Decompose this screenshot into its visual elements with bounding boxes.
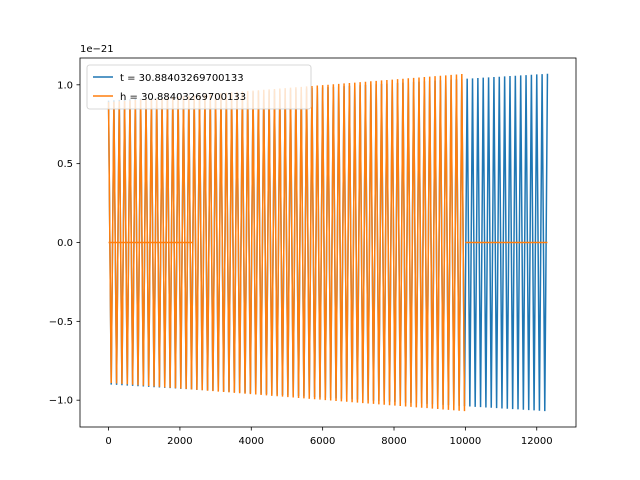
x-tick-label: 6000 (310, 436, 335, 447)
y-tick-label: −0.5 (49, 317, 73, 328)
x-tick-label: 8000 (381, 436, 406, 447)
legend-label-2: h = 30.88403269700133 (120, 92, 246, 103)
x-tick-label: 4000 (239, 436, 264, 447)
y-tick-label: −1.0 (49, 396, 73, 407)
legend: t = 30.88403269700133 h = 30.884032697001… (86, 64, 312, 110)
legend-box (86, 64, 312, 110)
y-tick-label: 0.0 (57, 238, 73, 249)
legend-label-1: t = 30.88403269700133 (120, 73, 244, 84)
y-tick-label: 0.5 (57, 159, 73, 170)
y-offset-label: 1e−21 (80, 44, 114, 55)
x-tick-label: 2000 (167, 436, 192, 447)
x-axis: 0 2000 4000 6000 8000 10000 12000 (105, 427, 553, 447)
x-tick-label: 10000 (449, 436, 481, 447)
plot-lines (107, 73, 549, 412)
series-line-2 (107, 74, 466, 412)
y-axis: −1.0 −0.5 0.0 0.5 1.0 (49, 80, 80, 407)
x-tick-label: 0 (105, 436, 111, 447)
y-tick-label: 1.0 (57, 80, 73, 91)
x-tick-label: 12000 (521, 436, 553, 447)
